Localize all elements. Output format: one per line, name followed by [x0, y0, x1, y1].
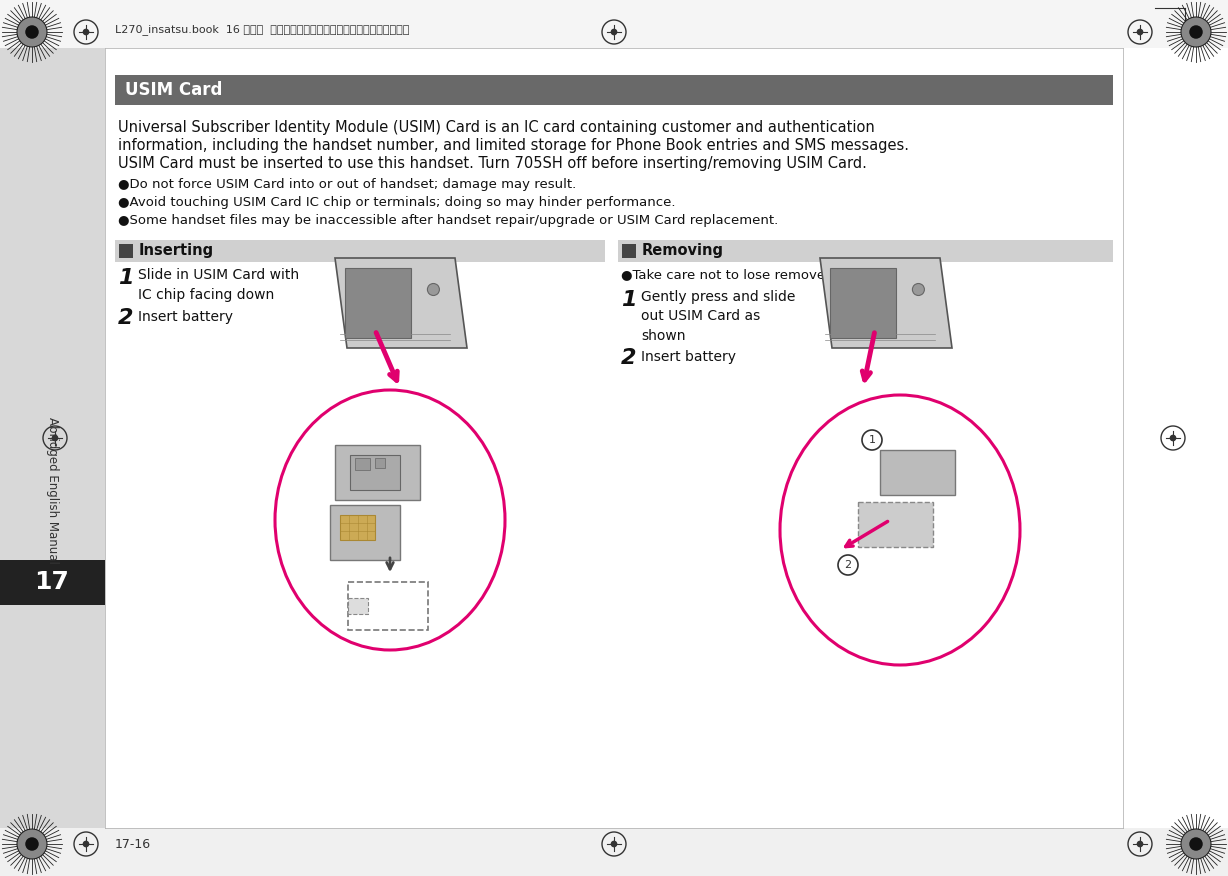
- Text: Insert battery: Insert battery: [641, 350, 736, 364]
- Circle shape: [1137, 29, 1143, 35]
- Text: Gently press and slide
out USIM Card as
shown: Gently press and slide out USIM Card as …: [641, 290, 796, 343]
- Text: 1: 1: [868, 435, 876, 445]
- Text: Slide in USIM Card with
IC chip facing down: Slide in USIM Card with IC chip facing d…: [138, 268, 300, 301]
- Circle shape: [26, 25, 39, 39]
- Circle shape: [1169, 434, 1176, 442]
- Bar: [0, 0, 1228, 48]
- Circle shape: [1137, 841, 1143, 847]
- Bar: [330, 505, 400, 560]
- Ellipse shape: [780, 395, 1020, 665]
- Bar: [115, 240, 605, 262]
- Bar: [355, 458, 370, 470]
- Circle shape: [912, 284, 925, 295]
- Circle shape: [862, 430, 882, 450]
- Bar: [830, 268, 896, 338]
- Bar: [0, 48, 106, 828]
- Bar: [0, 828, 1228, 876]
- Bar: [375, 458, 386, 468]
- Circle shape: [837, 555, 858, 575]
- Bar: [348, 598, 368, 614]
- Text: 2: 2: [118, 308, 134, 328]
- Bar: [348, 582, 429, 630]
- Circle shape: [82, 841, 90, 847]
- Bar: [345, 268, 411, 338]
- Polygon shape: [820, 258, 952, 348]
- Bar: [350, 455, 400, 490]
- Bar: [858, 502, 933, 547]
- Bar: [0, 560, 106, 605]
- Circle shape: [1181, 829, 1211, 859]
- Bar: [119, 244, 133, 258]
- Circle shape: [17, 17, 47, 47]
- Text: 2: 2: [845, 560, 851, 570]
- Text: 17: 17: [34, 570, 70, 594]
- Ellipse shape: [275, 390, 505, 650]
- Text: USIM Card: USIM Card: [125, 81, 222, 99]
- Text: 2: 2: [621, 348, 636, 368]
- Text: information, including the handset number, and limited storage for Phone Book en: information, including the handset numbe…: [118, 138, 909, 153]
- Text: Inserting: Inserting: [139, 244, 214, 258]
- Text: 1: 1: [621, 290, 636, 310]
- Text: Removing: Removing: [642, 244, 725, 258]
- Text: USIM Card must be inserted to use this handset. Turn 705SH off before inserting/: USIM Card must be inserted to use this h…: [118, 156, 867, 171]
- Text: ●Avoid touching USIM Card IC chip or terminals; doing so may hinder performance.: ●Avoid touching USIM Card IC chip or ter…: [118, 196, 675, 209]
- Circle shape: [1189, 837, 1202, 851]
- Text: Insert battery: Insert battery: [138, 310, 233, 324]
- Bar: [335, 445, 420, 500]
- Text: Universal Subscriber Identity Module (USIM) Card is an IC card containing custom: Universal Subscriber Identity Module (US…: [118, 120, 874, 135]
- Circle shape: [82, 29, 90, 35]
- Text: ●Some handset files may be inaccessible after handset repair/upgrade or USIM Car: ●Some handset files may be inaccessible …: [118, 214, 779, 227]
- Text: 1: 1: [118, 268, 134, 288]
- Bar: [880, 450, 955, 495]
- Text: 17-16: 17-16: [115, 837, 151, 851]
- Bar: [115, 75, 1113, 105]
- Circle shape: [610, 841, 618, 847]
- Circle shape: [1189, 25, 1202, 39]
- Circle shape: [610, 29, 618, 35]
- Bar: [618, 240, 1113, 262]
- Circle shape: [17, 829, 47, 859]
- Circle shape: [427, 284, 440, 295]
- Text: ●Take care not to lose removed USIM Card.: ●Take care not to lose removed USIM Card…: [621, 268, 910, 281]
- Text: L270_insatsu.book  16 ページ  ２００６年４月１９日　水曜日　午後４時１分: L270_insatsu.book 16 ページ ２００６年４月１９日 水曜日 …: [115, 25, 409, 35]
- Bar: [623, 244, 636, 258]
- Bar: [340, 515, 375, 540]
- Text: Abridged English Manual: Abridged English Manual: [45, 417, 59, 563]
- Polygon shape: [335, 258, 467, 348]
- Circle shape: [52, 434, 59, 442]
- Circle shape: [26, 837, 39, 851]
- Text: ●Do not force USIM Card into or out of handset; damage may result.: ●Do not force USIM Card into or out of h…: [118, 178, 576, 191]
- Bar: [0, 828, 1228, 876]
- Circle shape: [1181, 17, 1211, 47]
